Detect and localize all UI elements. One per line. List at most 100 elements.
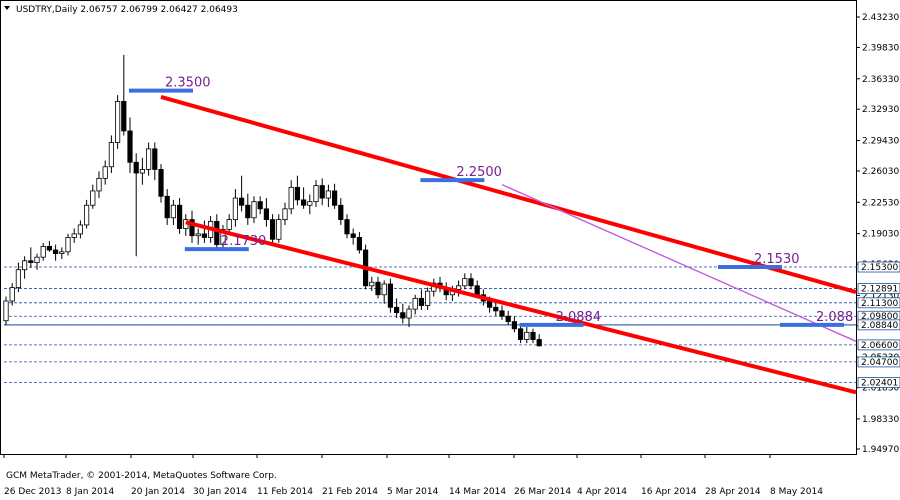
candle-body [34, 256, 40, 263]
candle-body [189, 219, 195, 237]
candle-body [176, 204, 183, 229]
x-tick-label: 8 May 2014 [770, 487, 823, 497]
x-tick-label: 26 Mar 2014 [514, 487, 571, 497]
candle-body [139, 169, 145, 174]
level-badge [857, 356, 900, 368]
y-tick-label: 2.36330 [862, 75, 899, 85]
level-lines [4, 266, 856, 383]
candle-body [46, 246, 53, 251]
candle-body [145, 148, 152, 170]
candle-body [369, 281, 375, 287]
candle-body [201, 233, 207, 238]
level-badge-label: 2.06600 [861, 341, 898, 351]
level-badge-label: 2.09800 [861, 312, 898, 322]
candle-body [400, 312, 406, 319]
candle-body [15, 269, 22, 289]
candle-body [195, 233, 201, 237]
candle-body [276, 219, 282, 240]
level-badge-label: 2.11300 [861, 299, 898, 309]
magenta-trend-line [501, 184, 857, 342]
annotation-label: 2.088 [816, 310, 853, 325]
level-badge-label: 2.12891 [861, 285, 898, 295]
candle-body [40, 246, 46, 258]
candle-body [387, 283, 394, 308]
x-axis: 26 Dec 2013 8 Jan 2014 20 Jan 2014 30 Jan 2… [3, 454, 823, 497]
x-tick-label: 5 Mar 2014 [387, 487, 439, 497]
annotation-label: 2.1730 [221, 234, 266, 249]
candle-body [28, 260, 34, 263]
candle-body [319, 185, 325, 199]
y-tick-label: 2.22530 [862, 198, 899, 208]
candle-body [65, 237, 71, 253]
x-tick-label: 20 Jan 2014 [131, 487, 185, 497]
y-tick-label: 1.98330 [862, 415, 899, 425]
candle-body [468, 278, 474, 287]
candle-body [530, 331, 536, 340]
candle-body [164, 195, 170, 219]
candle-body [325, 190, 332, 199]
candle-body [133, 161, 139, 174]
level-badge-label: 2.15300 [861, 263, 898, 273]
y-axis: 2.43230 2.39830 2.36330 2.32930 2.29430 2.260… [856, 13, 900, 455]
level-badge-label: 2.04700 [861, 358, 898, 368]
candle-body [127, 130, 133, 163]
candle-body [524, 331, 530, 340]
candle-body [53, 249, 59, 254]
candle-body [381, 283, 387, 296]
candle-body [214, 220, 220, 246]
candle-body [393, 306, 400, 314]
candle-body [338, 204, 344, 220]
x-tick-label: 4 Apr 2014 [577, 487, 627, 497]
candle-body [96, 177, 102, 192]
candle-body [462, 278, 468, 287]
x-tick-label: 21 Feb 2014 [322, 487, 378, 497]
level-badge [857, 261, 900, 273]
candle-body [424, 290, 431, 306]
y-tick-label: 2.12130 [862, 291, 899, 301]
candle-body [307, 201, 313, 206]
candle-body [294, 186, 301, 201]
candle-body [71, 233, 77, 238]
level-badge [857, 319, 900, 331]
y-tick-label: 2.26030 [862, 167, 899, 177]
candle-body [170, 204, 176, 219]
x-tick-label: 8 Jan 2014 [66, 487, 114, 497]
x-tick-label: 30 Jan 2014 [193, 487, 247, 497]
candle-body [536, 339, 542, 347]
annotation-label: 2.0884 [556, 310, 602, 325]
candle-body [226, 219, 232, 230]
x-tick-label: 26 Dec 2013 [4, 487, 62, 497]
candle-body [282, 208, 288, 220]
candle-body [59, 251, 65, 254]
candle-body [263, 208, 270, 220]
candle-body [232, 197, 238, 220]
lower-trend-line [185, 220, 857, 395]
annotations: 2.3500 2.1730 2.2500 2.0884 2.1530 2.088 [129, 76, 853, 327]
candle-body [9, 287, 15, 302]
candle-body [77, 224, 83, 235]
candle-body [486, 300, 493, 308]
candle-body [412, 297, 418, 310]
x-tick-label: 14 Mar 2014 [449, 487, 506, 497]
candle-body [269, 219, 276, 240]
y-tick-label: 2.43230 [862, 13, 899, 23]
x-tick-label: 16 Apr 2014 [641, 487, 697, 497]
candle-body [418, 297, 425, 306]
annotation-label: 2.2500 [456, 165, 502, 180]
candle-body [3, 300, 9, 322]
level-badge [857, 377, 900, 388]
menu-triangle-icon[interactable] [4, 6, 10, 10]
x-tick-label: 11 Feb 2014 [257, 487, 313, 497]
level-badge [857, 297, 900, 309]
candle-body [505, 315, 511, 323]
candle-body [493, 306, 499, 312]
upper-trend-line [160, 95, 857, 295]
candle-body [455, 285, 462, 290]
annotation-label: 2.3500 [165, 76, 211, 91]
copyright-text: GCM MetaTrader, © 2001-2014, MetaQuotes … [6, 471, 277, 481]
candle-body [300, 199, 307, 206]
candle-body [121, 101, 127, 132]
level-badge-label: 2.02401 [861, 378, 898, 388]
candle-body [238, 197, 245, 206]
